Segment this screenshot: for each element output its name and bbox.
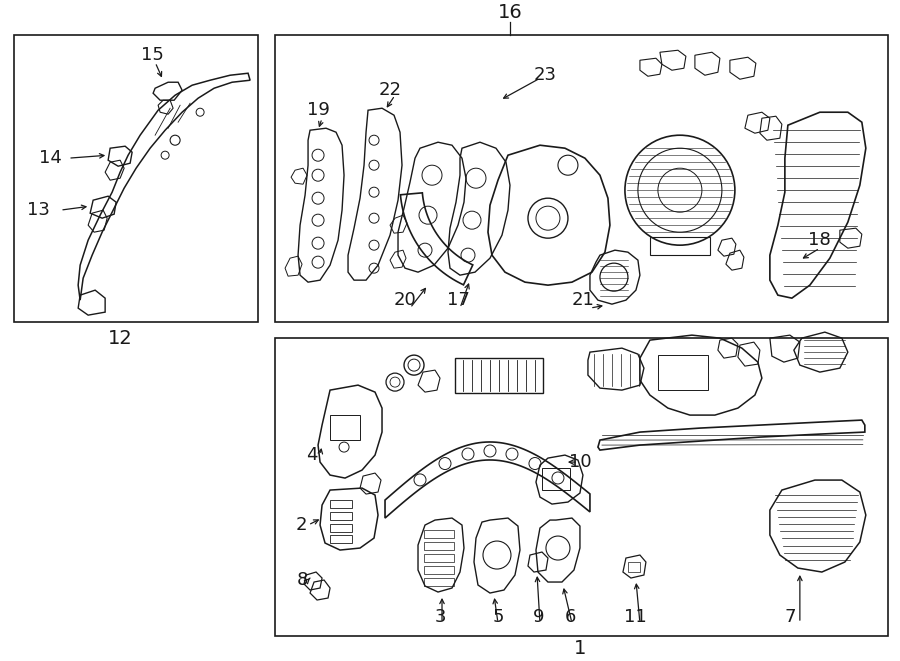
Bar: [650, 237, 710, 255]
Bar: [330, 512, 352, 520]
Text: 11: 11: [624, 608, 646, 626]
Bar: [628, 562, 640, 572]
Text: 10: 10: [569, 453, 591, 471]
Bar: [330, 524, 352, 532]
Text: 6: 6: [564, 608, 576, 626]
Bar: [424, 566, 454, 574]
Text: 22: 22: [379, 81, 401, 99]
Text: 19: 19: [307, 101, 329, 119]
Text: 15: 15: [140, 46, 164, 64]
Text: 16: 16: [498, 3, 522, 22]
Text: 23: 23: [534, 66, 556, 84]
Text: 12: 12: [108, 329, 132, 348]
Bar: [424, 554, 454, 562]
Bar: [275, 35, 887, 322]
Bar: [542, 468, 570, 490]
Bar: [330, 535, 352, 543]
Text: 13: 13: [27, 201, 50, 219]
Text: 18: 18: [808, 231, 832, 249]
Text: 14: 14: [39, 149, 61, 167]
Text: 3: 3: [435, 608, 446, 626]
Bar: [14, 35, 258, 322]
Bar: [658, 355, 708, 390]
Text: 9: 9: [533, 608, 544, 626]
Text: 7: 7: [784, 608, 796, 626]
Bar: [424, 530, 454, 538]
Bar: [424, 578, 454, 586]
Text: 2: 2: [295, 516, 307, 534]
Bar: [424, 542, 454, 550]
Bar: [455, 358, 543, 393]
Text: 5: 5: [492, 608, 504, 626]
Text: 4: 4: [306, 446, 318, 464]
Text: 17: 17: [446, 291, 470, 309]
Text: 20: 20: [393, 291, 417, 309]
Text: 8: 8: [296, 571, 308, 589]
Bar: [275, 338, 887, 636]
Text: 21: 21: [572, 291, 594, 309]
Bar: [330, 415, 360, 440]
Text: 1: 1: [574, 639, 586, 658]
Bar: [330, 500, 352, 508]
